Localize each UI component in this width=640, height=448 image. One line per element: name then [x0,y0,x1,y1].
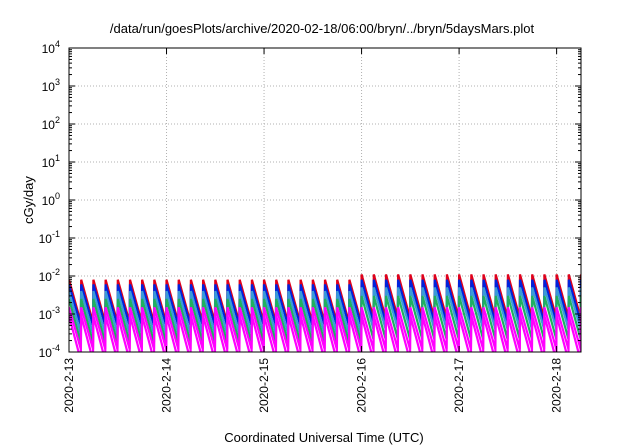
y-tick-label: 10-2 [39,267,60,284]
chart-title: /data/run/goesPlots/archive/2020-02-18/0… [110,21,535,36]
y-tick-label: 102 [42,115,60,132]
x-tick-label: 2020-2-17 [452,358,466,413]
y-axis: 10-4 10-3 10-2 10-1 100 101 102 103 104 [39,39,581,360]
y-tick-label: 101 [42,153,60,170]
x-tick-label: 2020-2-18 [550,358,564,413]
series-layer [69,274,581,352]
x-axis: 2020-2-13 2020-2-14 2020-2-15 2020-2-16 2020… [62,48,564,413]
y-tick-label: 100 [42,191,60,208]
y-axis-label: cGy/day [21,176,36,224]
y-tick-label: 10-4 [39,343,60,360]
y-tick-label: 10-3 [39,305,60,322]
x-tick-label: 2020-2-16 [355,358,369,413]
x-tick-label: 2020-2-15 [257,358,271,413]
y-tick-label: 10-1 [39,229,60,246]
x-tick-label: 2020-2-14 [160,358,174,413]
series-line [69,315,581,352]
x-axis-label: Coordinated Universal Time (UTC) [224,430,423,445]
y-tick-label: 104 [42,39,60,56]
y-tick-label: 103 [42,77,60,94]
x-tick-label: 2020-2-13 [62,358,76,413]
